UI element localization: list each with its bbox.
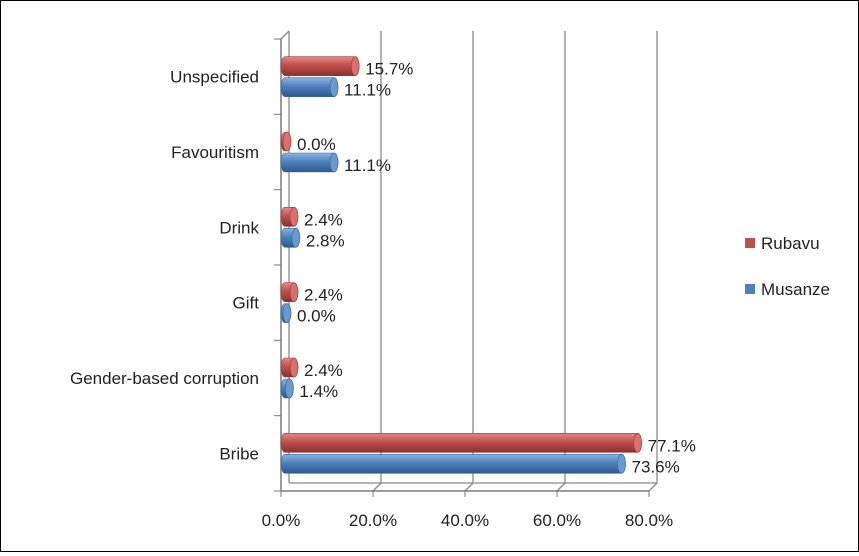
x-tick-label: 40.0% (441, 511, 489, 530)
data-label-musanze: 0.0% (297, 307, 336, 326)
data-label-rubavu: 2.4% (304, 286, 343, 305)
bar-body (280, 152, 339, 173)
category-label: Drink (219, 218, 259, 237)
data-label-musanze: 73.6% (632, 457, 680, 476)
bar-rubavu (280, 433, 642, 453)
gridline-floor (464, 482, 474, 492)
category-label: Favouritism (171, 143, 259, 162)
x-tick-label: 0.0% (262, 511, 301, 530)
data-label-musanze: 2.8% (306, 231, 345, 250)
bar-cap (617, 454, 626, 474)
bar-cap (633, 433, 642, 453)
bar-cap (289, 357, 299, 378)
bar-cap (289, 207, 299, 227)
data-label-musanze: 11.1% (344, 156, 391, 175)
gridline-floor (648, 482, 658, 492)
bar-cap (282, 131, 292, 152)
legend-label-rubavu: Rubavu (761, 234, 820, 253)
bar-rubavu (280, 56, 360, 76)
bar-cap (285, 378, 294, 399)
bar-cap (329, 152, 339, 173)
bar-musanze (280, 77, 339, 97)
category-label: Unspecified (170, 68, 259, 87)
wall-top-edge (280, 30, 290, 40)
bar-cap (329, 77, 339, 97)
bar-rubavu (280, 357, 299, 378)
category-label: Gender-based corruption (70, 369, 259, 388)
bar-layer (280, 56, 642, 474)
bar-cap (282, 303, 292, 323)
grid-layer (280, 30, 658, 492)
data-label-rubavu: 2.4% (304, 210, 343, 229)
x-tick-label: 20.0% (349, 511, 397, 530)
label-layer: 15.7% 11.1% 0.0% 11.1% 2.4% 2.8% 2.4% 0.0% 2.4% 1… (297, 60, 696, 477)
legend-swatch-rubavu (745, 238, 755, 248)
data-label-rubavu: 77.1% (648, 436, 696, 455)
bar-cap (289, 282, 299, 302)
bar-body (280, 433, 642, 453)
data-label-musanze: 11.1% (344, 81, 391, 100)
bar-body (280, 56, 360, 76)
bar-rubavu (280, 131, 292, 152)
data-label-rubavu: 0.0% (297, 135, 336, 154)
bar-body (280, 77, 339, 97)
bar-body (280, 454, 626, 474)
bar-cap (350, 56, 360, 76)
bar-rubavu (280, 207, 299, 227)
x-tick-label: 60.0% (533, 511, 581, 530)
bar-musanze (280, 454, 626, 474)
legend: Rubavu Musanze (745, 234, 830, 299)
bar-cap (291, 228, 301, 248)
gridline-floor (372, 482, 382, 492)
axis-layer: 0.0% 20.0% 40.0% 60.0% 80.0% Unspecified Favou… (70, 38, 673, 530)
data-label-rubavu: 15.7% (365, 60, 413, 79)
bar-musanze (280, 378, 294, 399)
bar-musanze (280, 152, 339, 173)
data-label-rubavu: 2.4% (304, 361, 343, 380)
bar-rubavu (280, 282, 299, 302)
category-label: Gift (233, 294, 260, 313)
category-label: Bribe (219, 444, 259, 463)
bar-musanze (280, 303, 292, 323)
gridline-floor (556, 482, 566, 492)
bar-musanze (280, 228, 301, 248)
data-label-musanze: 1.4% (299, 382, 338, 401)
legend-swatch-musanze (745, 284, 755, 294)
legend-label-musanze: Musanze (761, 280, 830, 299)
x-tick-label: 80.0% (625, 511, 673, 530)
